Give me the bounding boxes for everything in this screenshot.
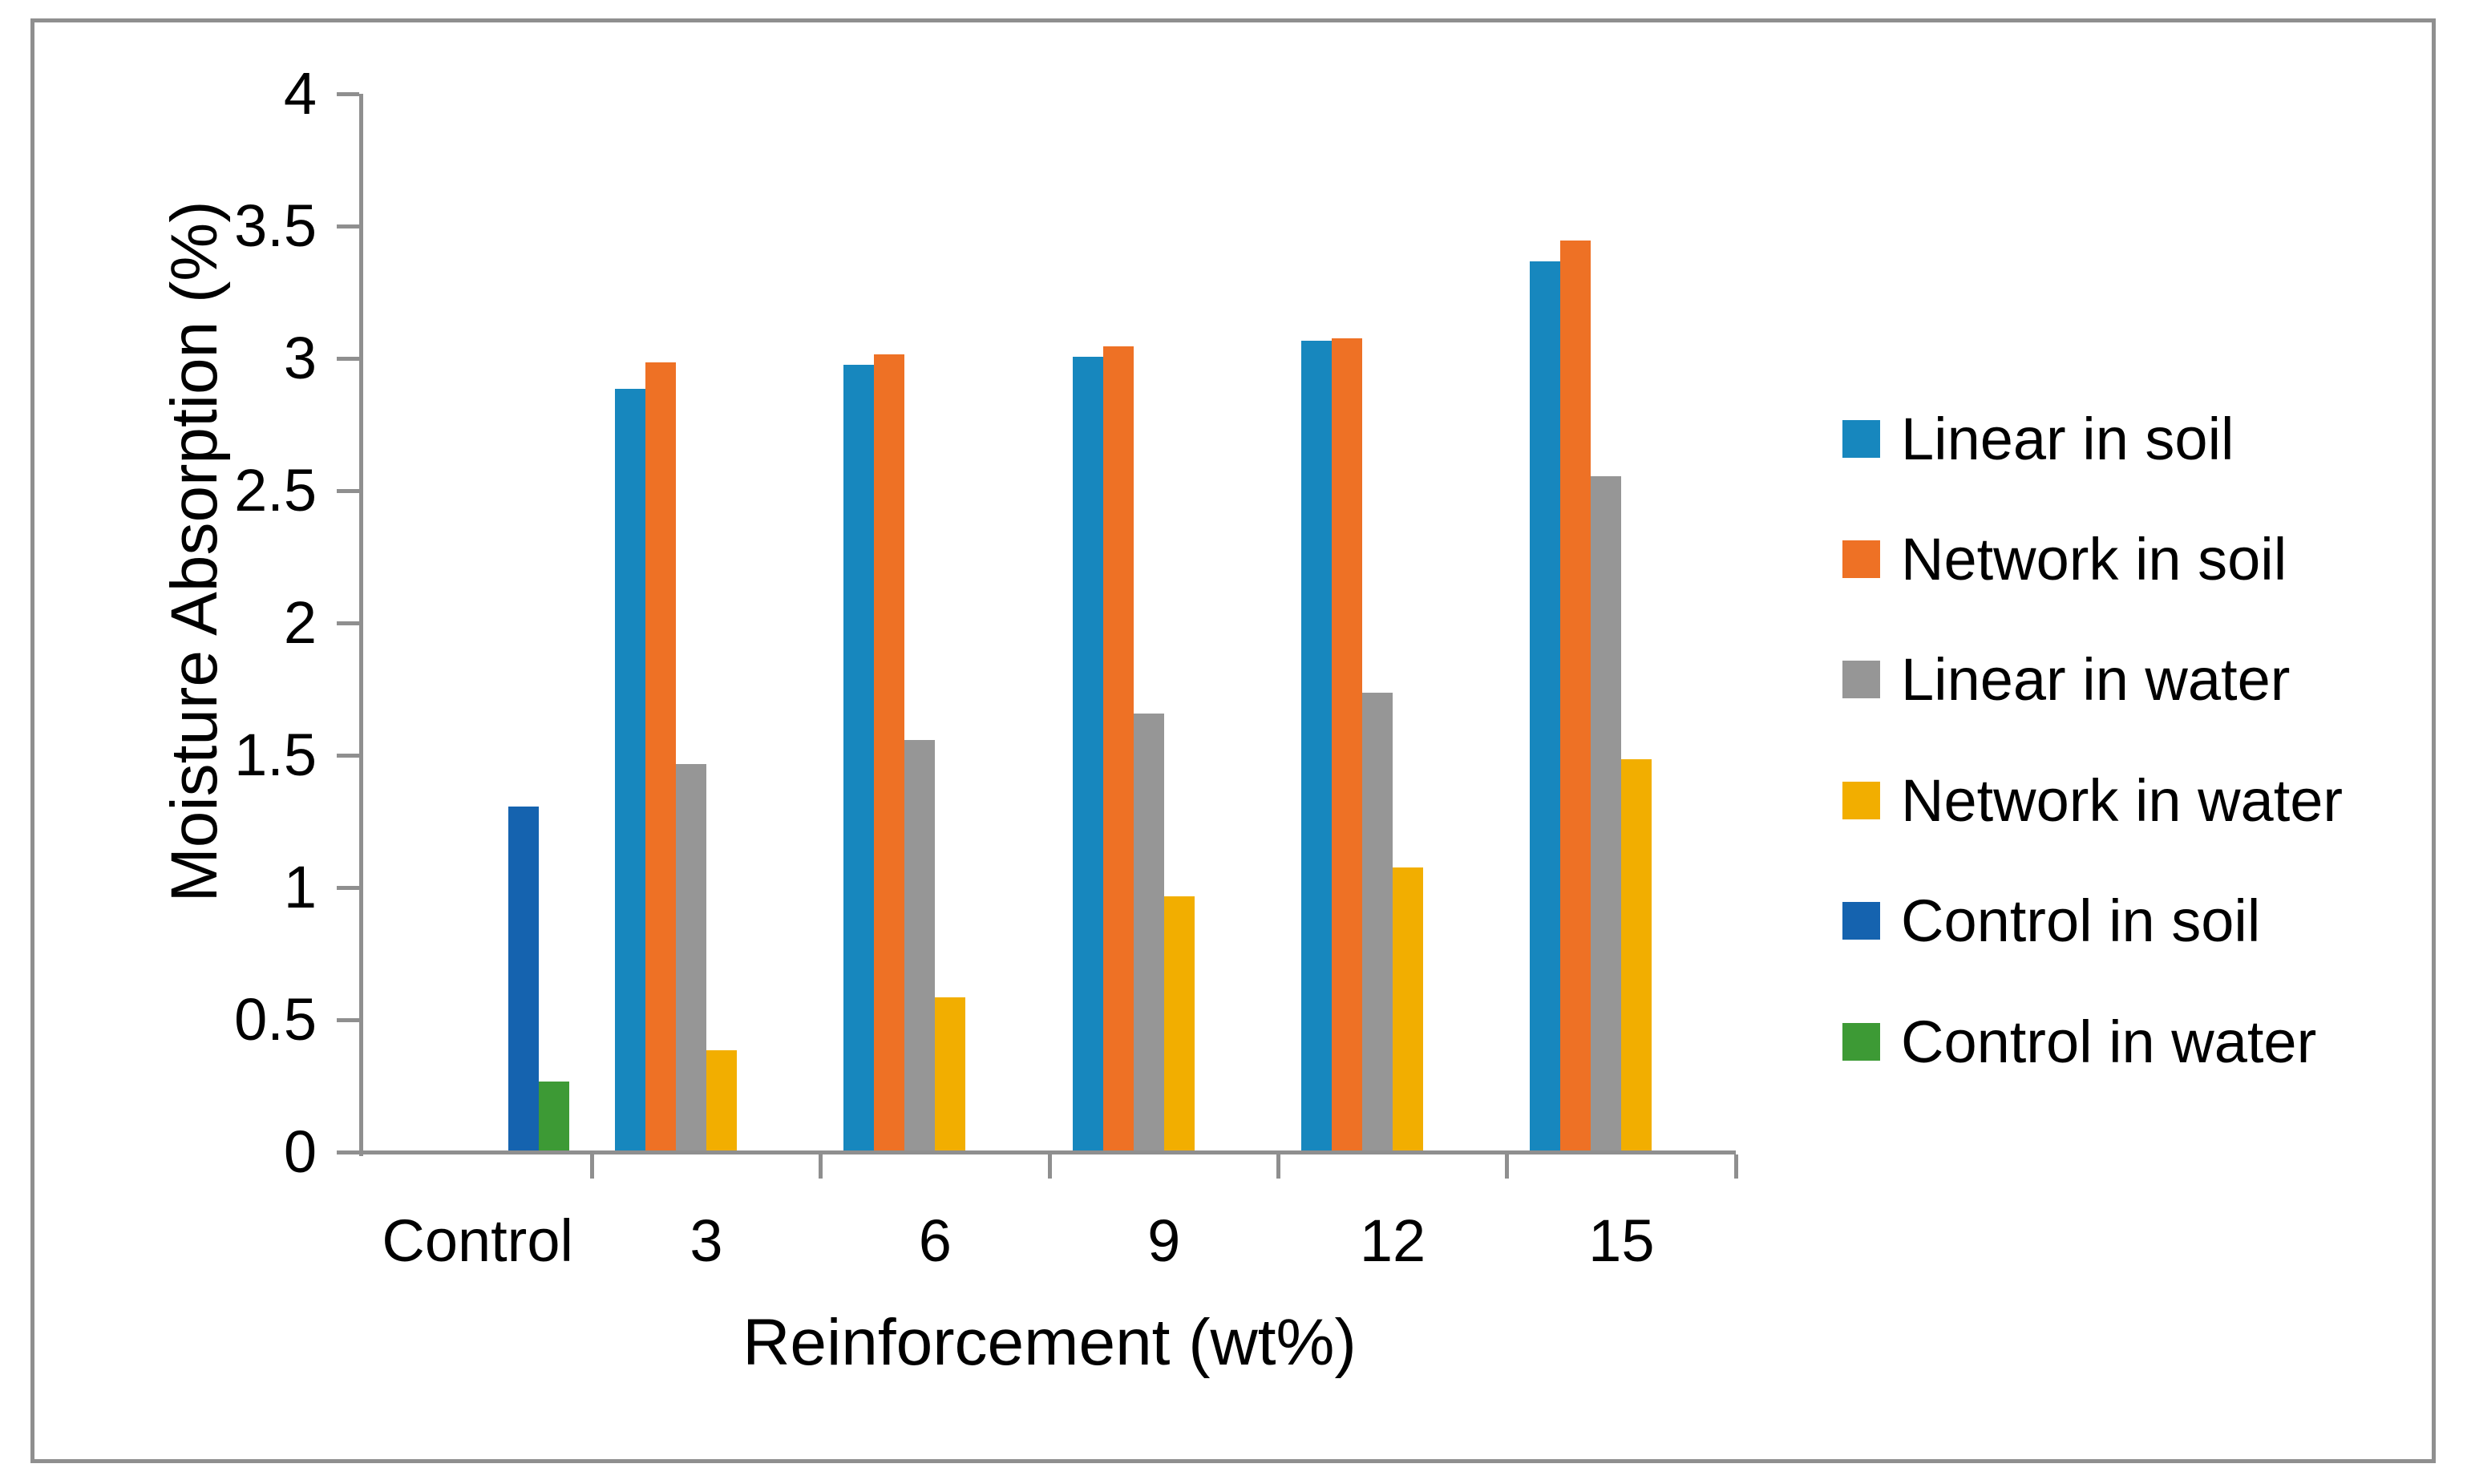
- legend-swatch: [1842, 1022, 1880, 1061]
- legend-label: Control in soil: [1901, 888, 2261, 955]
- y-tick-mark: [337, 357, 359, 361]
- category-label: 12: [1359, 1207, 1426, 1274]
- bar: [706, 1050, 737, 1150]
- y-tick-label: 3: [283, 325, 317, 391]
- bar: [904, 740, 935, 1150]
- x-tick-mark: [1276, 1154, 1280, 1179]
- y-tick-label: 2.5: [234, 457, 317, 524]
- y-axis-line: [359, 94, 363, 1156]
- y-axis-title: Moisture Absorption (%): [158, 200, 231, 903]
- x-tick-mark: [1505, 1154, 1510, 1179]
- bar: [1073, 357, 1103, 1150]
- legend-swatch: [1842, 540, 1880, 578]
- bar: [508, 807, 539, 1150]
- y-tick-mark: [337, 754, 359, 758]
- y-tick-label: 1: [283, 854, 317, 920]
- category-label: Control: [382, 1207, 573, 1274]
- y-tick-mark: [337, 1150, 359, 1154]
- bar: [539, 1082, 569, 1150]
- y-tick-label: 3.5: [234, 192, 317, 259]
- y-tick-mark: [337, 489, 359, 493]
- legend-swatch: [1842, 902, 1880, 940]
- bar: [676, 764, 706, 1150]
- x-tick-mark: [1733, 1154, 1738, 1179]
- y-tick-label: 1.5: [234, 722, 317, 788]
- y-tick-mark: [337, 1018, 359, 1022]
- bar: [1332, 338, 1362, 1150]
- y-tick-label: 0: [283, 1118, 317, 1185]
- legend-label: Linear in soil: [1901, 405, 2234, 472]
- category-label: 15: [1588, 1207, 1655, 1274]
- legend-label: Network in water: [1901, 766, 2344, 834]
- legend-item: Control in water: [1842, 1001, 2316, 1082]
- y-tick-mark: [337, 886, 359, 890]
- category-label: 3: [690, 1207, 723, 1274]
- legend-label: Network in soil: [1901, 525, 2287, 592]
- bar: [1103, 346, 1134, 1150]
- legend-item: Linear in soil: [1842, 398, 2234, 479]
- y-tick-label: 2: [283, 589, 317, 656]
- x-axis-line: [337, 1150, 1736, 1154]
- legend-item: Control in soil: [1842, 881, 2260, 961]
- bar: [1393, 867, 1423, 1150]
- bar: [615, 389, 645, 1150]
- x-tick-mark: [1047, 1154, 1052, 1179]
- legend-label: Control in water: [1901, 1008, 2317, 1075]
- legend-item: Network in water: [1842, 760, 2343, 840]
- bar: [874, 354, 904, 1150]
- bar: [1560, 241, 1591, 1150]
- x-tick-mark: [819, 1154, 823, 1179]
- legend-item: Linear in water: [1842, 640, 2290, 720]
- category-label: 6: [918, 1207, 952, 1274]
- bar: [1164, 896, 1195, 1150]
- y-tick-mark: [337, 224, 359, 228]
- bar: [1530, 261, 1560, 1150]
- bar: [1362, 693, 1393, 1150]
- bar: [935, 997, 965, 1150]
- legend-item: Network in soil: [1842, 519, 2287, 599]
- y-tick-label: 0.5: [234, 986, 317, 1053]
- bar: [1301, 341, 1332, 1150]
- legend-swatch: [1842, 661, 1880, 699]
- y-tick-mark: [337, 92, 359, 96]
- bar: [1621, 759, 1652, 1150]
- bar: [1134, 714, 1164, 1150]
- figure-border: [30, 18, 2436, 1463]
- y-tick-mark: [337, 621, 359, 625]
- legend-swatch: [1842, 419, 1880, 458]
- bar: [645, 362, 676, 1150]
- category-label: 9: [1147, 1207, 1181, 1274]
- x-tick-mark: [589, 1154, 594, 1179]
- x-axis-title: Reinforcement (wt%): [742, 1306, 1357, 1379]
- legend-label: Linear in water: [1901, 646, 2291, 714]
- y-tick-label: 4: [283, 60, 317, 127]
- bar: [843, 365, 874, 1150]
- legend-swatch: [1842, 781, 1880, 819]
- bar: [1591, 476, 1621, 1150]
